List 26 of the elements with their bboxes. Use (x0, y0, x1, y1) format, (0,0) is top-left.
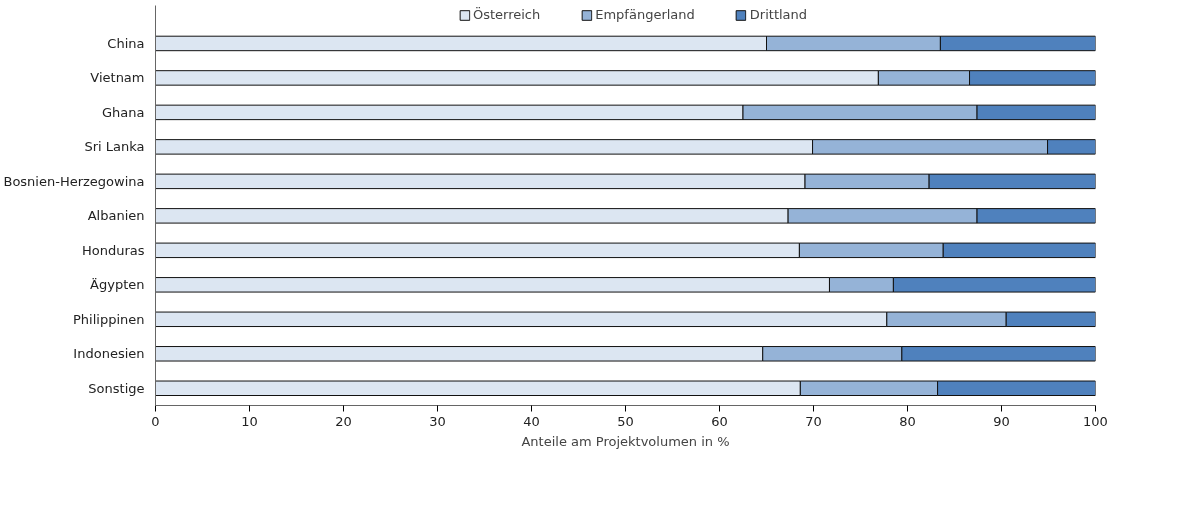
x-tick-label: 20 (335, 413, 352, 429)
y-tick-label: China (107, 35, 145, 51)
y-tick-label: Honduras (81, 242, 145, 258)
x-tick-label: 40 (523, 413, 540, 429)
y-tick-label: Sri Lanka (84, 139, 145, 155)
y-tick-label: Ägypten (90, 277, 145, 293)
x-tick-label: 70 (805, 413, 822, 429)
x-tick-label: 80 (899, 413, 916, 429)
y-tick-label: Philippinen (72, 311, 145, 327)
x-tick-label: 10 (241, 413, 258, 429)
x-tick-label: 60 (711, 413, 728, 429)
x-axis-title: Anteile am Projektvolumen in % (521, 433, 730, 449)
y-tick-label: Ghana (102, 104, 145, 120)
legend-label: Empfängerland (595, 7, 695, 22)
x-tick-label: 0 (151, 413, 160, 429)
x-tick-label: 100 (1083, 413, 1108, 429)
x-tick-label: 30 (429, 413, 446, 429)
y-tick-label: Albanien (87, 208, 145, 224)
y-tick-label: Indonesien (73, 346, 145, 362)
y-tick-label: Vietnam (90, 70, 145, 86)
legend-label: Drittland (749, 7, 808, 22)
x-tick-label: 90 (993, 413, 1010, 429)
legend-label: Österreich (472, 7, 541, 22)
y-tick-label: Bosnien-Herzegowina (3, 173, 145, 189)
y-tick-label: Sonstige (88, 380, 145, 396)
x-tick-label: 50 (617, 413, 634, 429)
